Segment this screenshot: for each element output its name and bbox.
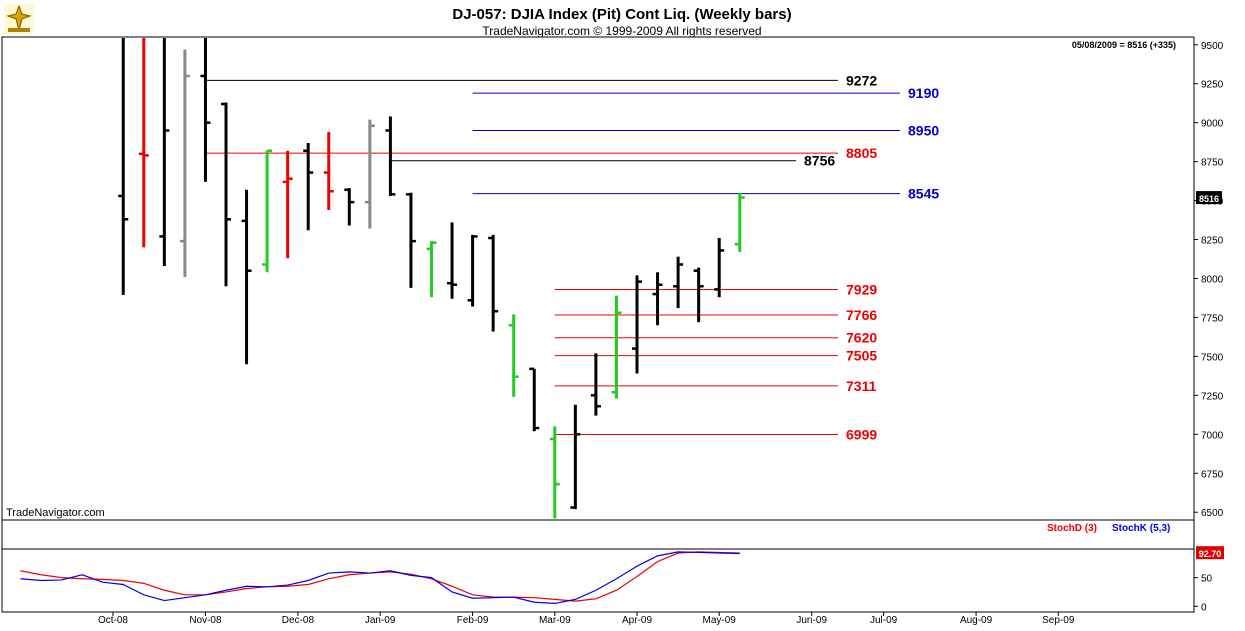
date-tick-label: Jan-09 — [365, 615, 396, 626]
last-update-label: 05/08/2009 = 8516 (+335) — [1072, 40, 1176, 50]
chart-title: DJ-057: DJIA Index (Pit) Cont Liq. (Week… — [452, 6, 791, 23]
last-stoch-tag — [1196, 546, 1224, 560]
stochastic-legend: StochD (3) StochK (5,3) — [1047, 523, 1170, 534]
level-label: 8756 — [804, 153, 835, 169]
ohlc-bar — [282, 150, 293, 259]
date-tick-label: Aug-09 — [960, 615, 993, 626]
ohlc-bar — [405, 192, 416, 288]
level-label: 7505 — [846, 348, 877, 364]
ohlc-bar — [323, 132, 334, 210]
date-tick-label: Oct-08 — [98, 615, 128, 626]
ohlc-bar — [529, 367, 540, 432]
level-label: 8545 — [908, 186, 939, 202]
date-tick-label: Jul-09 — [870, 615, 898, 626]
price-tick-label: 9000 — [1201, 119, 1224, 130]
ohlc-bar — [200, 38, 211, 182]
ohlc-bar — [426, 241, 437, 298]
stochastic-axis: 0 50 92.70 — [1194, 546, 1224, 613]
price-panel — [1, 36, 1195, 521]
price-tick-label: 8250 — [1201, 236, 1224, 247]
date-tick-label: Dec-08 — [282, 615, 315, 626]
series-line — [20, 551, 740, 605]
date-tick-label: May-09 — [703, 615, 737, 626]
stochastic-lines — [20, 551, 740, 605]
price-tick-label: 8000 — [1201, 275, 1224, 286]
level-label: 8805 — [846, 145, 877, 161]
ohlc-bar — [549, 426, 560, 519]
level-label: 7766 — [846, 307, 877, 323]
ohlc-bar — [467, 234, 478, 307]
legend-entry: StochK (5,3) — [1112, 523, 1170, 534]
ohlc-bar — [262, 149, 273, 273]
ohlc-bar — [652, 272, 663, 326]
ohlc-bar — [138, 38, 149, 248]
price-tick-label: 9250 — [1201, 80, 1224, 91]
copyright-line: TradeNavigator.com © 1999-2009 All right… — [482, 24, 761, 38]
ohlc-bar — [447, 222, 458, 299]
level-label: 6999 — [846, 426, 877, 442]
price-axis: 6500675070007250750077508000825085008750… — [1194, 41, 1224, 519]
legend-entry: StochD (3) — [1047, 523, 1097, 534]
ohlc-bar — [385, 116, 396, 196]
app-logo-icon — [4, 4, 34, 34]
date-tick-label: Jun-09 — [796, 615, 827, 626]
stoch-tick-label: 0 — [1201, 602, 1207, 613]
price-tick-label: 9500 — [1201, 41, 1224, 52]
last-price-tag — [1196, 191, 1222, 205]
stochastic-panel — [1, 519, 1195, 613]
ohlc-bar — [611, 295, 622, 399]
watermark-label: TradeNavigator.com — [6, 507, 105, 519]
ohlc-bar — [632, 275, 642, 374]
level-label: 9190 — [908, 85, 939, 101]
last-price-label: 8516 — [1199, 194, 1219, 204]
ohlc-bar — [118, 38, 129, 295]
ohlc-bar — [221, 102, 231, 287]
ohlc-bar — [714, 237, 725, 298]
level-label: 7620 — [846, 330, 877, 346]
ohlc-bar — [159, 38, 170, 267]
level-label: 8950 — [908, 122, 939, 138]
price-tick-label: 7500 — [1201, 352, 1224, 363]
price-tick-label: 7000 — [1201, 430, 1224, 441]
ohlc-bar — [241, 189, 252, 365]
last-stoch-label: 92.70 — [1199, 549, 1222, 559]
ohlc-bar — [590, 353, 601, 416]
ohlc-bar — [179, 49, 190, 277]
ohlc-bar — [693, 267, 704, 323]
date-tick-label: Apr-09 — [622, 615, 652, 626]
ohlc-bar — [673, 256, 684, 309]
ohlc-bar — [508, 314, 519, 397]
date-tick-label: Sep-09 — [1042, 615, 1075, 626]
level-label: 9272 — [846, 72, 877, 88]
ohlc-bar — [734, 192, 745, 253]
level-label: 7929 — [846, 282, 877, 298]
stoch-tick-label: 50 — [1201, 574, 1213, 585]
date-axis: Oct-08 Nov-08 Dec-08 Jan-09 Feb-09 Mar-09 Apr-… — [98, 612, 1075, 626]
date-tick-label: Feb-09 — [457, 615, 489, 626]
ohlc-bar — [303, 142, 314, 231]
price-tick-label: 6500 — [1201, 508, 1224, 519]
ohlc-bar — [364, 119, 375, 229]
price-tick-label: 8750 — [1201, 158, 1224, 169]
price-tick-label: 7750 — [1201, 313, 1224, 324]
price-bars — [118, 38, 745, 519]
date-tick-label: Mar-09 — [539, 615, 571, 626]
date-tick-label: Nov-08 — [189, 615, 222, 626]
ohlc-bar — [570, 404, 581, 510]
price-tick-label: 6750 — [1201, 469, 1224, 480]
levels-layer: 9272 9190 8950 8805 8756 8545 7929 7766 7620 7505… — [205, 72, 939, 442]
ohlc-bar — [344, 188, 355, 226]
level-label: 7311 — [846, 378, 877, 394]
price-tick-label: 7250 — [1201, 391, 1224, 402]
ohlc-bar — [488, 234, 499, 332]
